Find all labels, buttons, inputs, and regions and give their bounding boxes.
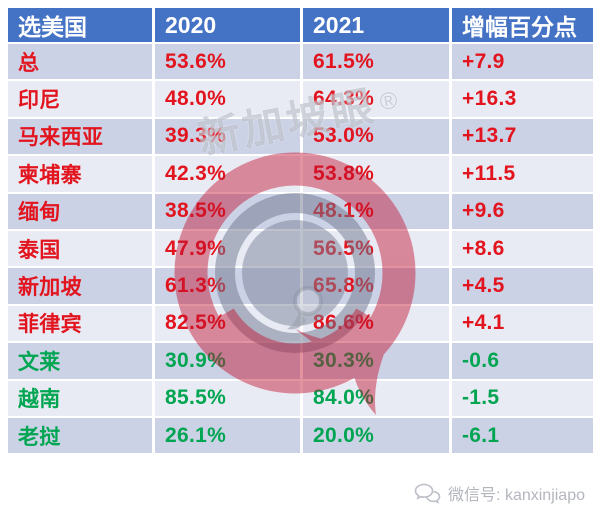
cell-y2020: 53.6%: [155, 44, 303, 82]
cell-y2021: 30.3%: [303, 343, 452, 381]
cell-country: 缅甸: [8, 193, 155, 231]
cell-delta: +13.7: [452, 118, 593, 157]
cell-delta: +9.6: [452, 193, 593, 231]
cell-country: 新加坡: [8, 268, 155, 306]
cell-country: 印尼: [8, 81, 155, 119]
cell-country: 泰国: [8, 230, 155, 269]
cell-y2021: 48.1%: [303, 193, 452, 231]
us-preference-table: 选美国 2020 2021 增幅百分点总 53.6% 61.5% +7.9 印尼 48.0% 64…: [8, 8, 593, 456]
cell-delta: +8.6: [452, 230, 593, 269]
cell-y2020: 26.1%: [155, 417, 303, 456]
cell-delta: +4.1: [452, 305, 593, 344]
cell-country: 总: [8, 44, 155, 82]
cell-delta: +7.9: [452, 44, 593, 82]
cell-y2020: 39.3%: [155, 118, 303, 157]
header-cell-y2020: 2020: [155, 8, 303, 44]
cell-delta: -0.6: [452, 343, 593, 381]
wechat-footer: 微信号: kanxinjiapo: [414, 481, 585, 505]
cell-y2021: 53.8%: [303, 156, 452, 194]
wechat-icon: [414, 483, 441, 504]
cell-y2020: 42.3%: [155, 156, 303, 194]
header-cell-y2021: 2021: [303, 8, 452, 44]
cell-y2021: 84.0%: [303, 380, 452, 418]
cell-country: 越南: [8, 380, 155, 418]
cell-y2021: 20.0%: [303, 417, 452, 456]
cell-country: 老挝: [8, 417, 155, 456]
cell-country: 菲律宾: [8, 305, 155, 344]
wechat-label: 微信号: kanxinjiapo: [448, 487, 585, 504]
cell-y2021: 61.5%: [303, 44, 452, 82]
header-cell-country: 选美国: [8, 8, 155, 44]
cell-y2020: 30.9%: [155, 343, 303, 381]
cell-y2020: 38.5%: [155, 193, 303, 231]
header-cell-delta: 增幅百分点: [452, 8, 593, 44]
cell-delta: +4.5: [452, 268, 593, 306]
cell-delta: -6.1: [452, 417, 593, 456]
cell-y2021: 65.8%: [303, 268, 452, 306]
cell-y2021: 64.3%: [303, 81, 452, 119]
cell-country: 文莱: [8, 343, 155, 381]
cell-y2020: 85.5%: [155, 380, 303, 418]
cell-y2021: 56.5%: [303, 230, 452, 269]
cell-y2021: 53.0%: [303, 118, 452, 157]
cell-y2020: 82.5%: [155, 305, 303, 344]
cell-y2020: 48.0%: [155, 81, 303, 119]
cell-country: 柬埔寨: [8, 156, 155, 194]
cell-delta: -1.5: [452, 380, 593, 418]
cell-delta: +11.5: [452, 156, 593, 194]
cell-y2021: 86.6%: [303, 305, 452, 344]
cell-y2020: 47.9%: [155, 230, 303, 269]
cell-country: 马来西亚: [8, 118, 155, 157]
cell-delta: +16.3: [452, 81, 593, 119]
cell-y2020: 61.3%: [155, 268, 303, 306]
